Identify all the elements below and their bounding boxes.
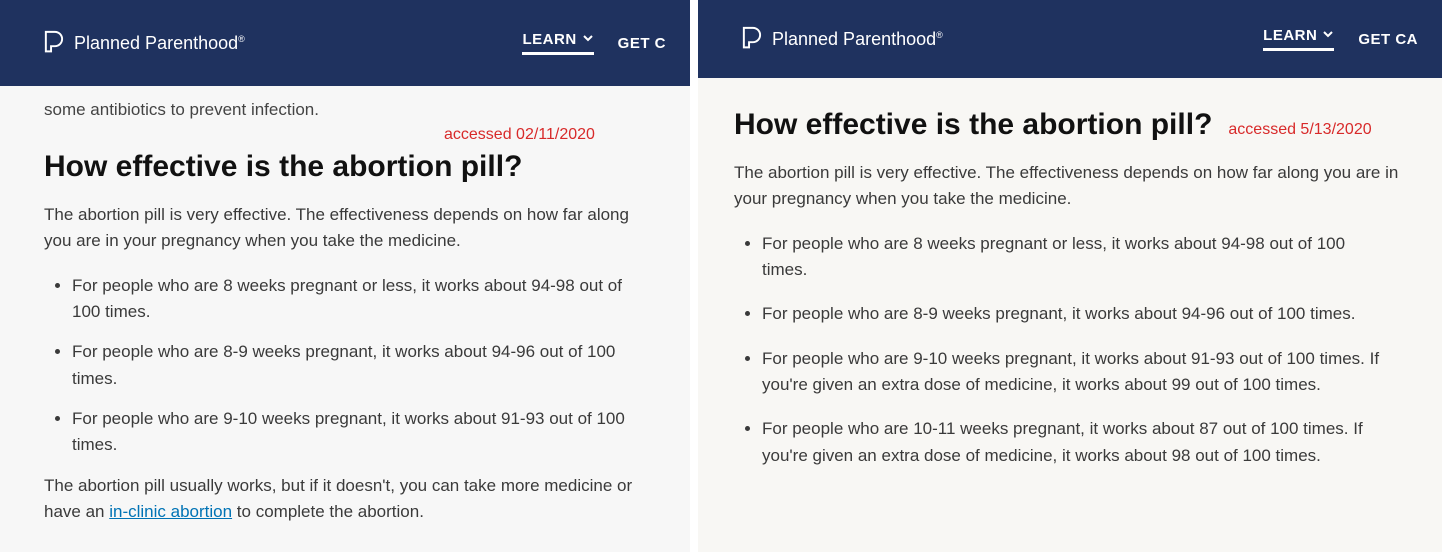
nav-get-care[interactable]: GET CA [1358, 27, 1418, 51]
list-item: For people who are 8-9 weeks pregnant, i… [72, 339, 650, 392]
chevron-down-icon [1322, 27, 1334, 44]
effectiveness-list: For people who are 8 weeks pregnant or l… [734, 231, 1402, 469]
site-header: Planned Parenthood® LEARN GET C [0, 0, 690, 86]
panel-left: Planned Parenthood® LEARN GET C some ant… [0, 0, 690, 552]
article-title: How effective is the abortion pill? [44, 150, 650, 184]
article-title: How effective is the abortion pill? [734, 108, 1212, 142]
panel-right: Planned Parenthood® LEARN GET CA How eff… [698, 0, 1442, 552]
intro-paragraph: The abortion pill is very effective. The… [44, 202, 650, 255]
brand-logo[interactable]: Planned Parenthood® [738, 24, 943, 55]
intro-paragraph: The abortion pill is very effective. The… [734, 160, 1402, 213]
nav-learn[interactable]: LEARN [522, 31, 593, 55]
site-header: Planned Parenthood® LEARN GET CA [698, 0, 1442, 78]
nav-learn[interactable]: LEARN [1263, 27, 1334, 51]
registered-mark: ® [936, 30, 943, 40]
article-content: How effective is the abortion pill? acce… [698, 78, 1442, 511]
nav-learn-label: LEARN [522, 31, 576, 48]
brand-name: Planned Parenthood [772, 29, 936, 49]
accessed-stamp: accessed 5/13/2020 [1228, 121, 1371, 139]
followup-post: to complete the abortion. [232, 502, 424, 521]
primary-nav: LEARN GET C [522, 31, 666, 55]
leading-fragment: some antibiotics to prevent infection. [44, 100, 650, 120]
list-item: For people who are 8 weeks pregnant or l… [762, 231, 1402, 284]
nav-learn-label: LEARN [1263, 27, 1317, 44]
pp-logo-icon [40, 28, 66, 59]
list-item: For people who are 9-10 weeks pregnant, … [72, 406, 650, 459]
list-item: For people who are 8 weeks pregnant or l… [72, 273, 650, 326]
effectiveness-list: For people who are 8 weeks pregnant or l… [44, 273, 650, 459]
brand-logo[interactable]: Planned Parenthood® [40, 28, 245, 59]
primary-nav: LEARN GET CA [1263, 27, 1418, 51]
nav-get-care-label: GET C [618, 35, 666, 52]
list-item: For people who are 8-9 weeks pregnant, i… [762, 301, 1402, 327]
in-clinic-abortion-link[interactable]: in-clinic abortion [109, 502, 232, 521]
chevron-down-icon [582, 31, 594, 48]
brand-name: Planned Parenthood [74, 33, 238, 53]
nav-get-care-label: GET CA [1358, 31, 1418, 48]
list-item: For people who are 9-10 weeks pregnant, … [762, 346, 1402, 399]
followup-paragraph: The abortion pill usually works, but if … [44, 473, 650, 526]
registered-mark: ® [238, 34, 245, 44]
accessed-stamp: accessed 02/11/2020 [444, 126, 650, 144]
nav-get-care[interactable]: GET C [618, 31, 666, 55]
article-content: some antibiotics to prevent infection. a… [0, 86, 690, 549]
pp-logo-icon [738, 24, 764, 55]
list-item: For people who are 10-11 weeks pregnant,… [762, 416, 1402, 469]
